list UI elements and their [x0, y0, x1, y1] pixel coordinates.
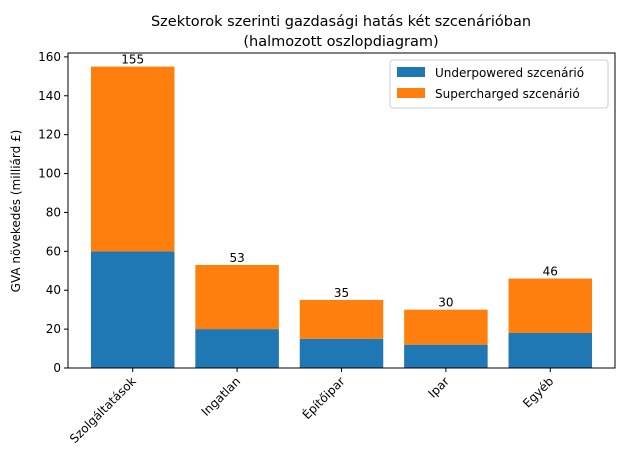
y-tick-label: 0 [53, 361, 61, 375]
total-label: 53 [229, 251, 244, 265]
bar-segment [195, 329, 279, 368]
bar-segment [508, 333, 593, 368]
y-tick-label: 160 [38, 50, 61, 64]
bar-segment [299, 338, 384, 368]
total-label: 155 [121, 53, 144, 67]
y-tick-label: 40 [46, 283, 61, 297]
bar-segment [404, 309, 488, 345]
bar-segment [195, 264, 279, 330]
bar-segment [508, 278, 593, 333]
chart-subtitle: (halmozott oszlopdiagram) [243, 34, 438, 50]
legend-label: Underpowered szcenárió [435, 66, 584, 80]
legend-swatch [397, 67, 425, 77]
plot-frame [67, 52, 616, 369]
bar-segment [299, 299, 384, 339]
y-tick-label: 120 [38, 128, 61, 142]
bar-segment [90, 66, 175, 252]
x-tick-label: Egyéb [520, 374, 556, 410]
y-tick-label: 20 [46, 322, 61, 336]
y-tick-label: 80 [46, 205, 61, 219]
x-tick-label: Ipar [426, 374, 453, 401]
legend-label: Supercharged szcenárió [435, 87, 580, 101]
total-label: 30 [438, 296, 453, 310]
y-tick-label: 140 [38, 89, 61, 103]
x-tick-label: Szolgáltatások [67, 374, 139, 446]
x-tick-label: Ingatlan [199, 374, 244, 419]
legend-box [389, 59, 609, 109]
legend-swatch [397, 88, 425, 98]
bar-segment [90, 251, 175, 368]
bar-segment [404, 344, 488, 368]
total-label: 46 [543, 265, 558, 279]
legend: Underpowered szcenárió Supercharged szcen… [389, 59, 609, 109]
y-axis-label: GVA növekedés (milliárd £) [9, 130, 23, 293]
y-tick-label: 60 [46, 244, 61, 258]
y-tick-label: 100 [38, 167, 61, 181]
total-label: 35 [334, 286, 349, 300]
x-tick-label: Építőipar [299, 373, 348, 422]
chart-title: Szektorok szerinti gazdasági hatás két s… [151, 14, 531, 30]
